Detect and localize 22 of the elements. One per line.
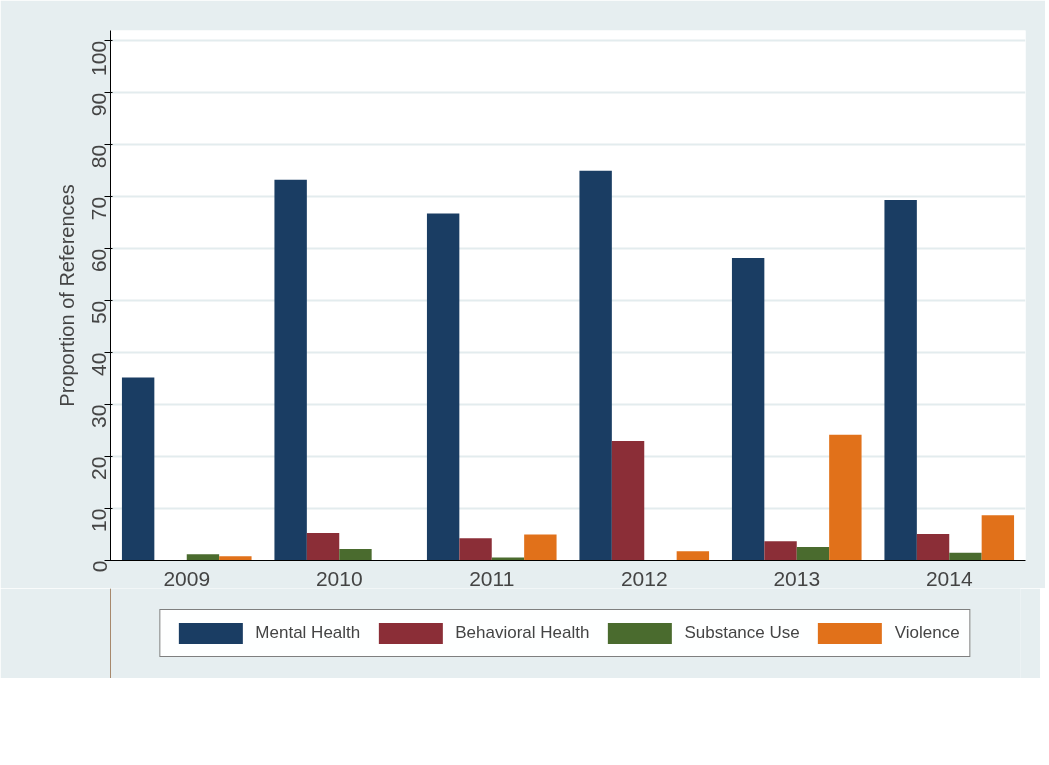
- y-axis-title: Proportion of References: [55, 184, 78, 407]
- y-tick-label: 80: [87, 144, 111, 169]
- y-tick-label: 100: [87, 40, 111, 76]
- x-tick-label: 2010: [315, 566, 363, 590]
- x-tick-label: 2011: [469, 566, 515, 590]
- y-tick-label: 60: [87, 248, 111, 273]
- legend-label: Violence: [894, 623, 960, 643]
- y-tick-label: 30: [87, 404, 111, 428]
- y-tick-label: 0: [87, 560, 111, 573]
- x-tick-label: 2013: [773, 566, 821, 590]
- legend-label: Substance Use: [684, 623, 800, 643]
- legend-label: Behavioral Health: [455, 623, 590, 643]
- y-tick-label: 50: [87, 300, 111, 325]
- y-tick-label: 20: [87, 456, 111, 480]
- y-tick-label: 40: [87, 352, 111, 377]
- y-tick-label: 70: [87, 196, 111, 221]
- legend-label: Mental Health: [255, 623, 361, 643]
- y-tick-label: 90: [87, 92, 111, 117]
- y-tick-label: 10: [87, 508, 111, 532]
- x-tick-label: 2014: [925, 566, 973, 590]
- x-tick-label: 2009: [163, 566, 211, 590]
- x-tick-label: 2012: [620, 566, 668, 590]
